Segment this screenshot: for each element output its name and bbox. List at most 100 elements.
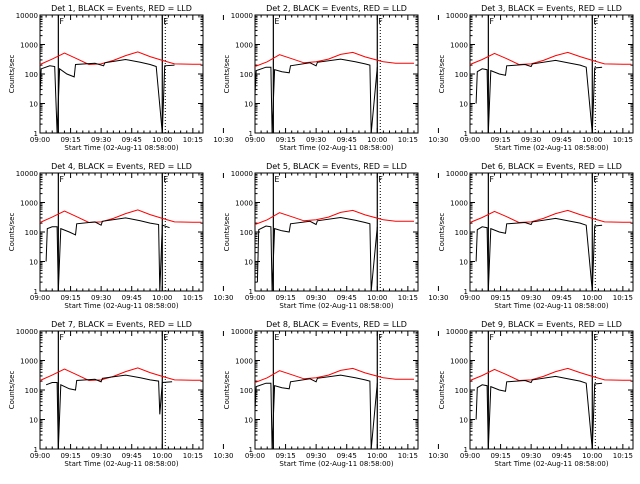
marker-label: F xyxy=(489,175,494,184)
y-tick-label: 10 xyxy=(459,417,468,425)
x-tick-label: 10:15 xyxy=(613,136,633,144)
marker-label: E xyxy=(274,333,279,342)
y-tick-label: 100 xyxy=(240,71,253,79)
marker-label: F xyxy=(59,17,64,26)
x-tick-label: 09:15 xyxy=(275,136,295,144)
x-tick-label: 09:45 xyxy=(552,136,572,144)
x-tick-label: 09:15 xyxy=(490,452,510,460)
x-axis-label: Start Time (02-Aug-11 08:58:00) xyxy=(279,302,393,310)
marker-label: F xyxy=(378,333,383,342)
y-tick-label: 10000 xyxy=(231,170,253,178)
marker-label: E xyxy=(593,175,598,184)
y-tick-label: 1 xyxy=(249,446,253,454)
x-tick-label: 09:30 xyxy=(306,452,326,460)
y-axis-label: Counts/sec xyxy=(223,371,231,410)
marker-label: E xyxy=(593,17,598,26)
y-tick-label: 100 xyxy=(25,71,38,79)
events-series-line xyxy=(45,217,170,292)
x-tick-label: 09:45 xyxy=(122,452,142,460)
marker-label: F xyxy=(378,17,383,26)
x-tick-label: 09:30 xyxy=(91,452,111,460)
x-tick-label: 10:00 xyxy=(582,452,602,460)
x-tick-label: 10:30 xyxy=(428,294,448,302)
x-axis-label: Start Time (02-Aug-11 08:58:00) xyxy=(494,460,608,468)
x-tick-label: 10:15 xyxy=(398,136,418,144)
y-tick-label: 100 xyxy=(455,387,468,395)
y-tick-label: 1000 xyxy=(20,200,38,208)
y-tick-label: 1 xyxy=(464,130,468,138)
marker-label: F xyxy=(378,175,383,184)
plot-frame xyxy=(469,14,634,134)
plot-frame xyxy=(39,330,204,450)
chart-title: Det 9, BLACK = Events, RED = LLD xyxy=(481,320,622,329)
panel-6: Det 6, BLACK = Events, RED = LLD 1 10 100 10… xyxy=(438,162,634,310)
x-tick-label: 10:15 xyxy=(398,452,418,460)
x-tick-label: 09:15 xyxy=(60,136,80,144)
marker-label: E xyxy=(163,333,168,342)
x-tick-label: 10:30 xyxy=(213,452,233,460)
y-tick-label: 1 xyxy=(34,288,38,296)
chart-title: Det 7, BLACK = Events, RED = LLD xyxy=(51,320,192,329)
y-axis-label: Counts/sec xyxy=(223,213,231,252)
x-tick-label: 09:00 xyxy=(245,294,265,302)
x-tick-label: 10:00 xyxy=(367,294,387,302)
chart-title: Det 8, BLACK = Events, RED = LLD xyxy=(266,320,407,329)
y-tick-label: 100 xyxy=(240,229,253,237)
x-tick-label: 09:45 xyxy=(122,294,142,302)
y-tick-label: 10000 xyxy=(16,328,38,336)
x-tick-label: 09:30 xyxy=(306,294,326,302)
x-axis-label: Start Time (02-Aug-11 08:58:00) xyxy=(64,144,178,152)
y-tick-label: 10 xyxy=(29,417,38,425)
marker-label: F xyxy=(489,17,494,26)
x-tick-label: 10:00 xyxy=(582,294,602,302)
y-tick-label: 10 xyxy=(459,101,468,109)
y-tick-label: 1000 xyxy=(20,42,38,50)
chart-title: Det 5, BLACK = Events, RED = LLD xyxy=(266,162,407,171)
y-tick-label: 1000 xyxy=(450,200,468,208)
x-tick-label: 10:30 xyxy=(213,136,233,144)
events-series-line xyxy=(256,216,378,292)
y-tick-label: 1 xyxy=(249,288,253,296)
x-tick-label: 10:00 xyxy=(152,136,172,144)
x-tick-label: 09:00 xyxy=(30,452,50,460)
y-tick-label: 10000 xyxy=(446,12,468,20)
panel-1: Det 1, BLACK = Events, RED = LLD 1 10 100 10… xyxy=(8,4,234,152)
x-tick-label: 09:30 xyxy=(306,136,326,144)
y-axis-label: Counts/sec xyxy=(223,55,231,94)
x-tick-label: 10:00 xyxy=(367,452,387,460)
x-tick-label: 09:15 xyxy=(60,294,80,302)
lld-series-line xyxy=(254,51,414,67)
x-tick-label: 09:00 xyxy=(460,294,480,302)
chart-title: Det 1, BLACK = Events, RED = LLD xyxy=(51,4,192,13)
y-tick-label: 100 xyxy=(25,387,38,395)
y-tick-label: 1000 xyxy=(450,42,468,50)
y-tick-label: 10000 xyxy=(16,12,38,20)
plot-frame xyxy=(469,330,634,450)
panel-7: Det 7, BLACK = Events, RED = LLD 1 10 100 10… xyxy=(8,320,234,468)
y-tick-label: 10000 xyxy=(446,328,468,336)
y-tick-label: 10000 xyxy=(446,170,468,178)
x-tick-label: 10:15 xyxy=(613,294,633,302)
y-tick-label: 100 xyxy=(455,229,468,237)
x-tick-label: 10:15 xyxy=(398,294,418,302)
chart-title: Det 6, BLACK = Events, RED = LLD xyxy=(481,162,622,171)
x-tick-label: 09:00 xyxy=(460,452,480,460)
y-axis-label: Counts/sec xyxy=(8,55,16,94)
y-tick-label: 10000 xyxy=(231,12,253,20)
y-tick-label: 10 xyxy=(29,101,38,109)
panel-9: Det 9, BLACK = Events, RED = LLD 1 10 100 10… xyxy=(438,320,634,468)
x-tick-label: 10:00 xyxy=(152,452,172,460)
marker-label: F xyxy=(489,333,494,342)
plot-frame xyxy=(39,14,204,134)
x-axis-label: Start Time (02-Aug-11 08:58:00) xyxy=(64,302,178,310)
y-axis-label: Counts/sec xyxy=(8,213,16,252)
x-tick-label: 09:15 xyxy=(490,294,510,302)
events-series-line xyxy=(254,58,378,134)
marker-label: E xyxy=(163,17,168,26)
y-tick-label: 1 xyxy=(464,446,468,454)
events-series-line xyxy=(254,374,378,450)
x-tick-label: 10:30 xyxy=(213,294,233,302)
lld-series-line xyxy=(469,367,632,382)
x-tick-label: 09:15 xyxy=(275,294,295,302)
y-tick-label: 1000 xyxy=(20,358,38,366)
